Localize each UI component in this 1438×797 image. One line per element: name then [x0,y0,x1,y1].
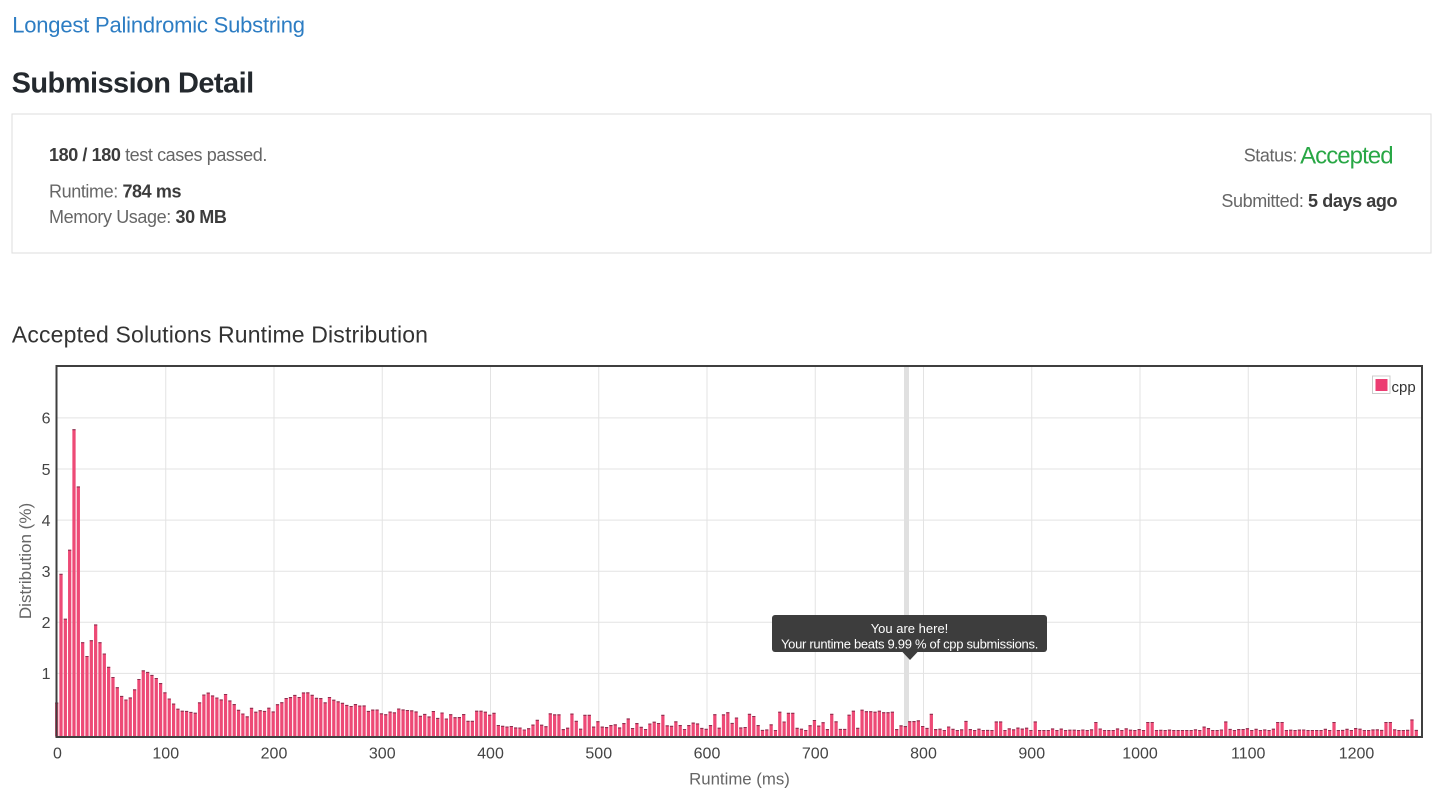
svg-text:2: 2 [42,615,51,632]
svg-text:6: 6 [42,411,51,428]
svg-text:1000: 1000 [1122,746,1158,763]
svg-text:100: 100 [152,746,179,763]
svg-text:Submitted: 5 days ago: Submitted: 5 days ago [1221,191,1397,211]
svg-text:500: 500 [585,746,612,763]
svg-text:1200: 1200 [1339,746,1375,763]
svg-text:700: 700 [802,746,829,763]
svg-text:3: 3 [42,564,51,581]
svg-text:800: 800 [910,746,937,763]
svg-text:4: 4 [42,513,51,530]
svg-text:cpp: cpp [1392,379,1416,396]
svg-text:300: 300 [369,746,396,763]
svg-text:400: 400 [477,746,504,763]
svg-text:Accepted Solutions Runtime Dis: Accepted Solutions Runtime Distribution [12,322,428,348]
svg-text:You are here!: You are here! [871,621,949,636]
svg-text:200: 200 [261,746,288,763]
svg-text:180 / 180 test cases passed.: 180 / 180 test cases passed. [49,145,267,165]
svg-text:Distribution (%): Distribution (%) [16,503,35,619]
svg-text:0: 0 [53,746,62,763]
svg-text:Longest Palindromic Substring: Longest Palindromic Substring [12,13,305,38]
svg-text:1100: 1100 [1231,746,1266,763]
svg-text:Memory Usage: 30 MB: Memory Usage: 30 MB [49,207,227,227]
svg-text:900: 900 [1018,746,1045,763]
svg-text:600: 600 [694,746,721,763]
svg-text:Runtime (ms): Runtime (ms) [689,770,790,789]
svg-text:1: 1 [42,666,51,683]
svg-text:Accepted: Accepted [1300,143,1392,170]
svg-text:Your runtime beats 9.99 % of c: Your runtime beats 9.99 % of cpp submiss… [781,637,1038,652]
svg-text:Runtime: 784 ms: Runtime: 784 ms [49,182,181,202]
svg-text:Status:: Status: [1244,145,1297,165]
svg-text:5: 5 [42,462,51,479]
svg-text:Submission Detail: Submission Detail [12,67,254,99]
